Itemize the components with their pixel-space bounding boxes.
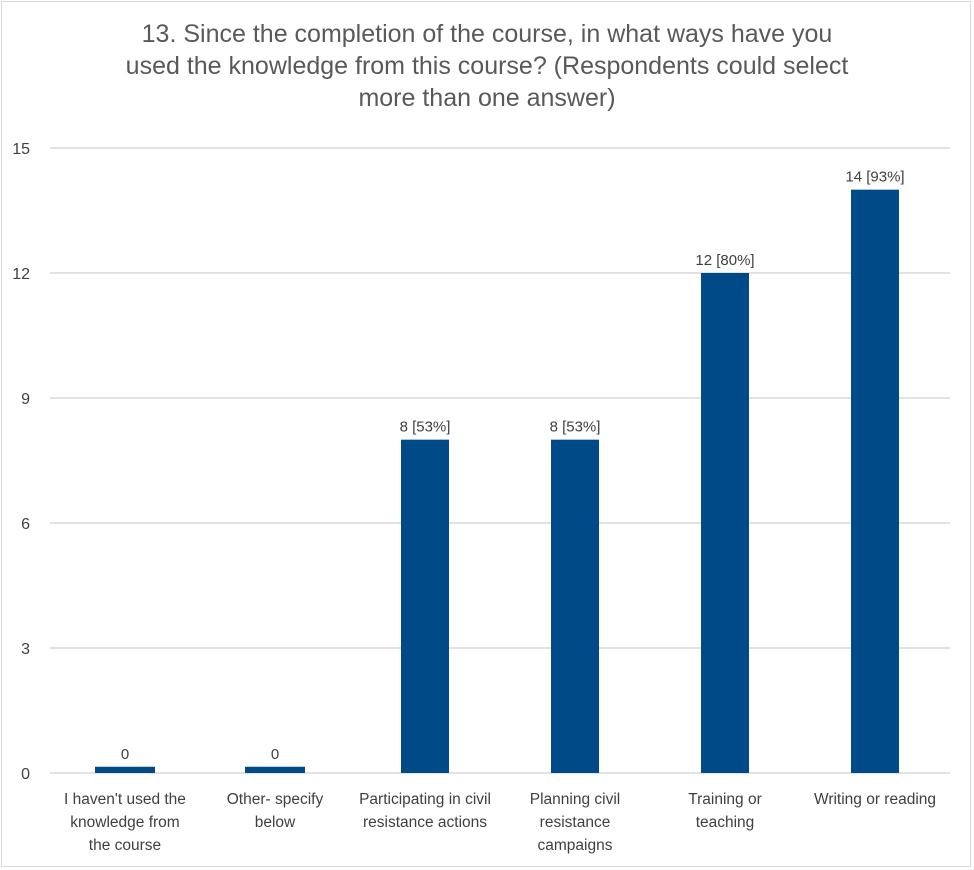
x-tick-label: the course [89,837,161,854]
data-label: 8 [53%] [400,419,451,436]
data-label: 14 [93%] [845,169,904,186]
title-line: 13. Since the completion of the course, … [141,20,833,48]
x-tick-label: Writing or reading [814,791,936,808]
y-tick-label: 6 [21,516,30,533]
data-label: 12 [80%] [695,252,754,269]
x-tick-label: resistance [540,814,611,831]
bar [95,766,155,773]
title-line: more than one answer) [358,84,616,112]
data-label: 8 [53%] [550,419,601,436]
x-tick-label: Training or [688,791,762,808]
bar [401,439,449,773]
bar [851,189,899,773]
y-tick-label: 3 [21,641,30,658]
x-tick-label: resistance actions [363,814,487,831]
y-tick-label: 9 [21,391,30,408]
bar [701,273,749,773]
title-line: used the knowledge from this course? (Re… [125,52,849,80]
data-label: 0 [271,746,279,763]
bar [551,439,599,773]
x-tick-label: knowledge from [70,814,179,831]
x-tick-label: I haven't used the [64,791,186,808]
chart-title: 13. Since the completion of the course, … [0,18,974,114]
x-tick-label: below [255,814,296,831]
y-tick-label: 15 [12,141,30,158]
x-tick-label: Planning civil [530,791,620,808]
x-tick-label: Participating in civil [359,791,491,808]
y-tick-label: 0 [21,766,30,783]
x-tick-label: Other- specify [227,791,324,808]
x-tick-label: campaigns [538,837,613,854]
data-label: 0 [121,746,129,763]
x-tick-label: teaching [696,814,755,831]
y-tick-label: 12 [12,266,30,283]
bar [245,766,305,773]
